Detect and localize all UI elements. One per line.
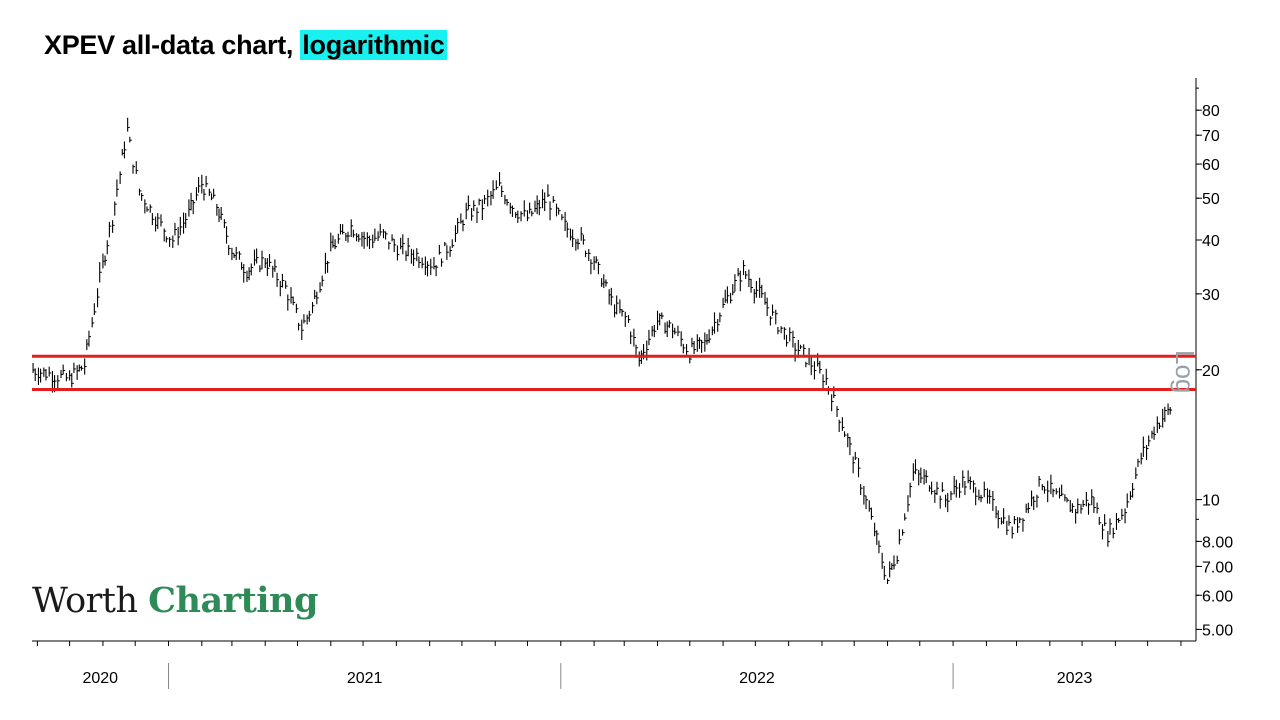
y-tick-label: 70 <box>1202 128 1220 145</box>
chart-title-prefix: XPEV all-data chart, <box>44 30 301 60</box>
chart-title: XPEV all-data chart, logarithmic <box>44 30 447 61</box>
x-year-label: 2021 <box>347 670 383 687</box>
y-tick-label: 60 <box>1202 157 1220 174</box>
x-year-label: 2023 <box>1057 670 1093 687</box>
y-tick-label: 80 <box>1202 103 1220 120</box>
y-tick-label: 5.00 <box>1202 622 1233 639</box>
y-tick-label: 8.00 <box>1202 534 1233 551</box>
logo-word-charting: Charting <box>148 580 318 621</box>
x-year-label: 2020 <box>82 670 118 687</box>
y-tick-label: 20 <box>1202 363 1220 380</box>
log-scale-indicator[interactable]: Log <box>1170 350 1200 394</box>
y-tick-label: 30 <box>1202 287 1220 304</box>
y-tick-label: 6.00 <box>1202 588 1233 605</box>
y-tick-label: 50 <box>1202 191 1220 208</box>
y-tick-label: 40 <box>1202 233 1220 250</box>
chart-title-highlight: logarithmic <box>300 30 447 60</box>
logo-word-worth: Worth <box>32 581 138 621</box>
y-tick-label: 7.00 <box>1202 559 1233 576</box>
y-tick-label: 10 <box>1202 493 1220 510</box>
worth-charting-logo: Worth Charting <box>32 580 318 621</box>
x-year-label: 2022 <box>739 670 775 687</box>
